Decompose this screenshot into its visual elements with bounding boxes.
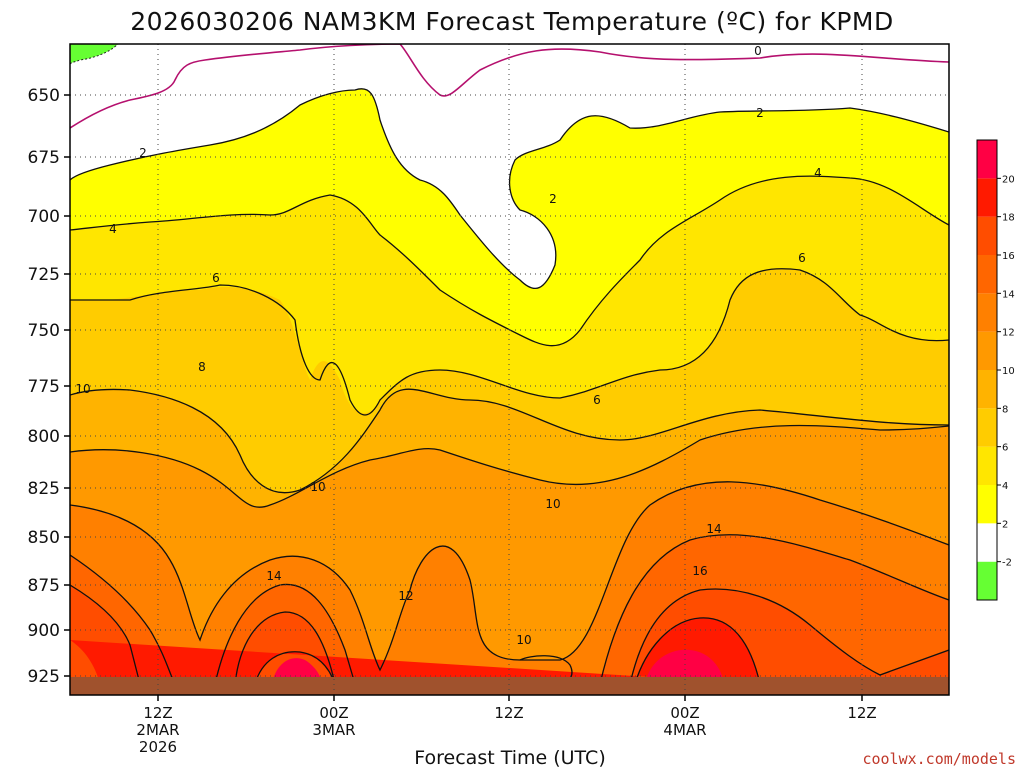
- colorbar-tick-label: 16: [1002, 251, 1015, 262]
- gridlines: [70, 44, 949, 695]
- y-tick-label: 650: [28, 86, 60, 106]
- terrain-ground: [70, 677, 949, 695]
- colorbar-tick-label: 6: [1002, 443, 1008, 454]
- contour-label: 14: [266, 569, 281, 583]
- colorbar-segment: [977, 408, 997, 447]
- contour-label: 10: [545, 497, 560, 511]
- contour-label: 2: [139, 146, 147, 160]
- contour-label: 0: [754, 44, 762, 58]
- x-tick-label: 2MAR: [136, 721, 179, 739]
- contour-label: 14: [706, 522, 721, 536]
- contour-labels: 0 2 2 2 4 4 6 6 6 8 10 10 10 10 12 14 14 16: [75, 44, 821, 647]
- negative-boundary: [70, 44, 119, 65]
- zero-contour: [70, 44, 949, 129]
- band-18-20: [70, 617, 760, 684]
- contour-label: 10: [310, 480, 325, 494]
- colorbar-tick-label: 10: [1002, 366, 1015, 377]
- colorbar-tick-label: 4: [1002, 481, 1008, 492]
- y-tick-label: 875: [28, 576, 60, 596]
- colorbar-segment: [977, 255, 997, 294]
- contour-label: 10: [75, 382, 90, 396]
- x-tick-label: 00Z: [670, 704, 699, 722]
- y-tick-label: 800: [28, 427, 60, 447]
- credit-text: coolwx.com/models: [862, 750, 1016, 768]
- colorbar-segment: [977, 446, 997, 485]
- colorbar-tick-label: 20: [1002, 174, 1015, 185]
- contour-label: 2: [756, 106, 764, 120]
- colorbar-tick-label: 12: [1002, 328, 1015, 339]
- y-axis: 650 675 700 725 750 775 800 825 850 875 900 925: [28, 86, 70, 687]
- colorbar-segment: [977, 178, 997, 217]
- plot-area: [70, 44, 949, 695]
- band-below-0: [70, 44, 949, 96]
- x-tick-label: 00Z: [319, 704, 348, 722]
- contour-label: 10: [516, 633, 531, 647]
- colorbar-tick-label: 2: [1002, 519, 1008, 530]
- colorbar-segment: [977, 370, 997, 409]
- band-0-2: [70, 44, 949, 289]
- contour-label: 16: [692, 564, 707, 578]
- x-axis-label: Forecast Time (UTC): [414, 747, 605, 768]
- colorbar: -2 2 4 6 8 10 12 14 16 18 20: [976, 139, 1015, 601]
- colorbar-segment: [977, 140, 997, 179]
- colorbar-tick-label: 14: [1002, 289, 1015, 300]
- contour-label: 4: [814, 166, 822, 180]
- contour-label: 8: [198, 360, 206, 374]
- y-tick-label: 850: [28, 528, 60, 548]
- contour-label: 4: [109, 222, 117, 236]
- colorbar-segment: [977, 485, 997, 524]
- band-negative: [70, 44, 118, 64]
- y-tick-label: 725: [28, 265, 60, 285]
- x-tick-label: 2026: [139, 738, 177, 756]
- x-tick-label: 12Z: [847, 704, 876, 722]
- colorbar-segment: [977, 293, 997, 332]
- colorbar-segment: [977, 523, 997, 562]
- y-tick-label: 825: [28, 479, 60, 499]
- x-tick-label: 12Z: [494, 704, 523, 722]
- colorbar-tick-label: -2: [1002, 558, 1012, 569]
- contour-label: 2: [549, 192, 557, 206]
- y-tick-label: 925: [28, 667, 60, 687]
- contour-label: 6: [212, 271, 220, 285]
- contour-label: 6: [798, 251, 806, 265]
- colorbar-segment: [977, 561, 997, 600]
- x-tick-label: 4MAR: [663, 721, 706, 739]
- colorbar-tick-label: 8: [1002, 404, 1008, 415]
- y-tick-label: 750: [28, 321, 60, 341]
- contour-label: 12: [398, 589, 413, 603]
- y-tick-label: 700: [28, 207, 60, 227]
- chart-title: 2026030206 NAM3KM Forecast Temperature (…: [130, 7, 894, 36]
- x-tick-label: 12Z: [143, 704, 172, 722]
- colorbar-tick-label: 18: [1002, 213, 1015, 224]
- y-tick-label: 900: [28, 621, 60, 641]
- contour-label: 6: [593, 393, 601, 407]
- y-tick-label: 775: [28, 377, 60, 397]
- x-tick-label: 3MAR: [312, 721, 355, 739]
- contour-lines: [70, 88, 949, 685]
- y-tick-label: 675: [28, 148, 60, 168]
- colorbar-segment: [977, 331, 997, 370]
- colorbar-segment: [977, 216, 997, 255]
